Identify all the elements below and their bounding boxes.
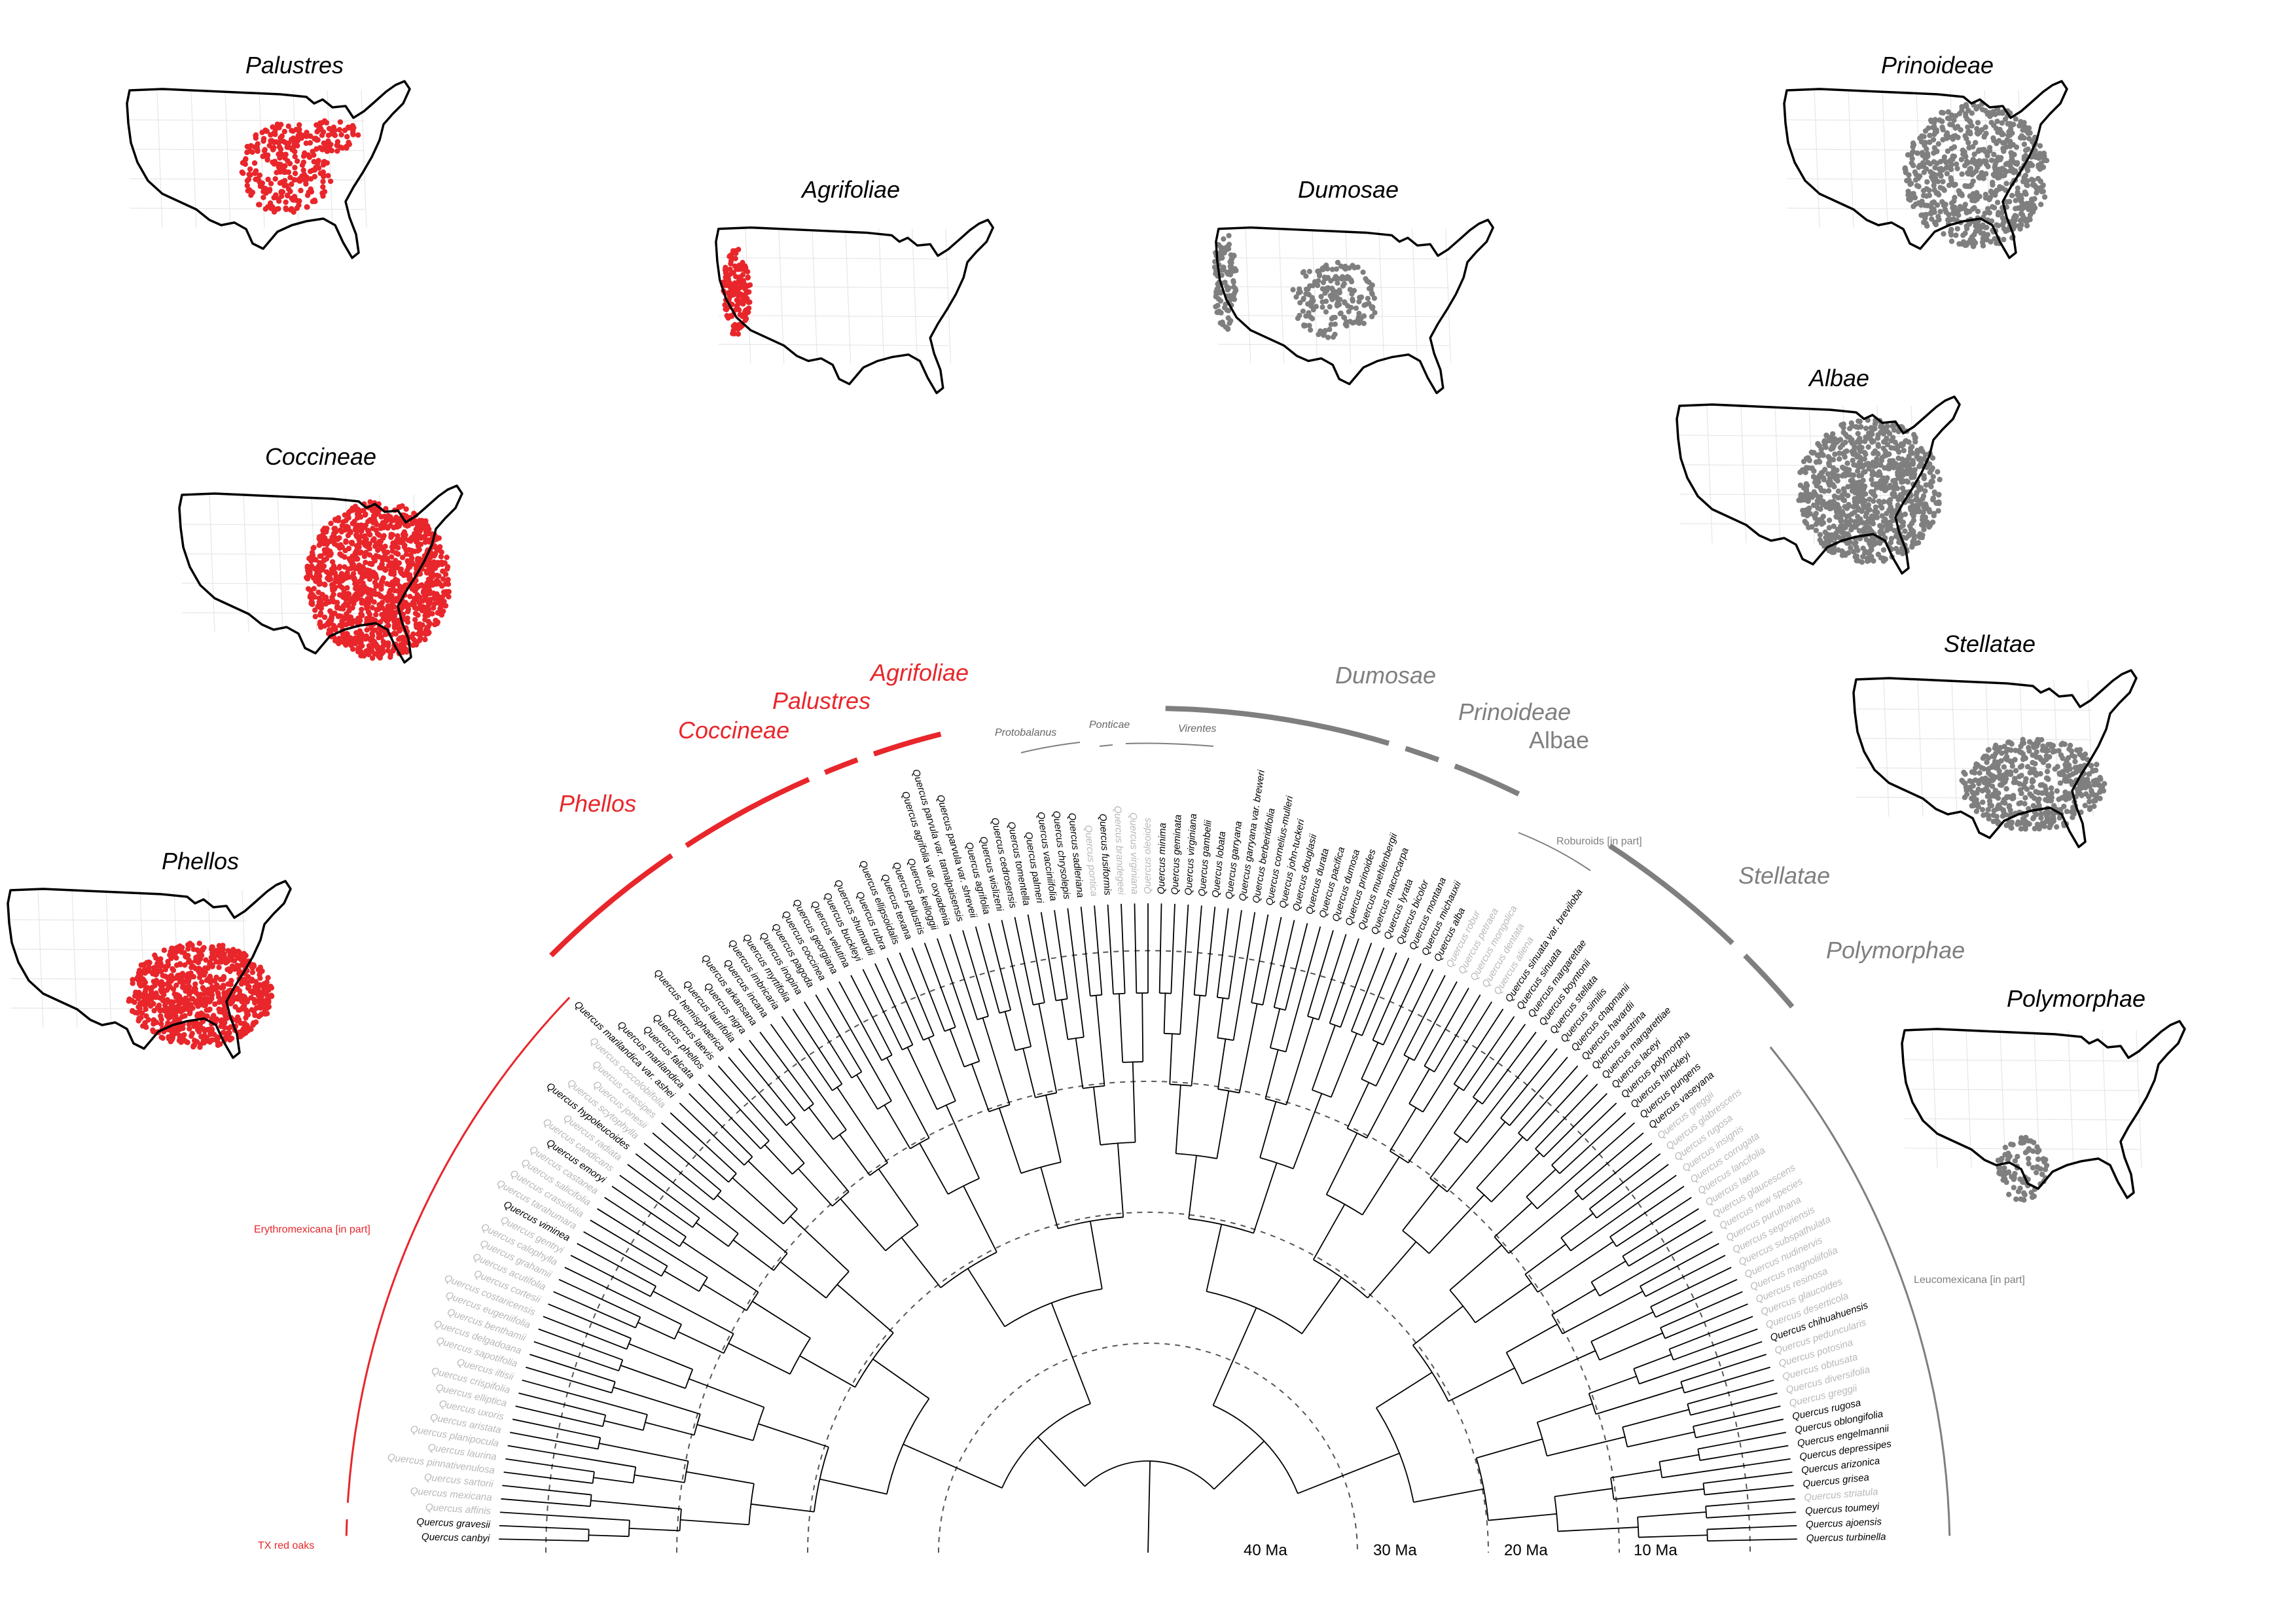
time-ring-1 — [938, 1343, 1358, 1553]
stellatae-arc — [1608, 843, 1734, 945]
roburoids-bracket — [1518, 832, 1591, 871]
tx-red-oaks-arc — [345, 1519, 348, 1536]
tip-label: Quercus canbyi — [422, 1532, 490, 1544]
clade-label-dumosae: Dumosae — [1335, 662, 1436, 689]
tip-label: Quercus fusiformis — [1097, 814, 1113, 896]
map-title-stellatae: Stellatae — [1944, 630, 2036, 657]
map-title-agrifoliae: Agrifoliae — [800, 176, 900, 203]
clade-label-agrifoliae: Agrifoliae — [869, 659, 969, 686]
section-label-ponticae: Ponticae — [1089, 719, 1130, 731]
tip-label: Quercus toumeyi — [1805, 1501, 1880, 1517]
axis-label-40: 40 Ma — [1244, 1542, 1287, 1559]
leucomexicana-arc — [1769, 1046, 1951, 1536]
time-ring-2 — [807, 1212, 1489, 1553]
tip-label: Quercus brandegeei — [1112, 806, 1127, 895]
virentes-bracket — [1125, 742, 1214, 747]
map-title-albae: Albae — [1808, 365, 1869, 391]
agrifoliae-arc — [872, 731, 942, 757]
map-title-dumosae: Dumosae — [1298, 176, 1399, 203]
group-label-erythromexicana: Erythromexicana [in part] — [254, 1224, 370, 1235]
clade-label-prinoideae: Prinoideae — [1458, 698, 1571, 725]
protobalanus-bracket — [1020, 742, 1081, 753]
occurrence-dots-polymorphae — [1995, 1134, 2050, 1203]
axis-label-10: 10 Ma — [1634, 1542, 1677, 1559]
coccineae-arc — [685, 776, 810, 848]
albae-arc — [1454, 763, 1520, 797]
tip-label: Quercus virginiana — [1128, 812, 1141, 894]
map-panel-agrifoliae: Agrifoliae — [715, 176, 994, 395]
erythromexicana-arc — [346, 996, 571, 1503]
ponticae-bracket — [1099, 744, 1113, 747]
clade-label-albae: Albae — [1529, 727, 1589, 753]
clade-arcs — [345, 706, 1951, 1536]
section-label-protobalanus: Protobalanus — [995, 727, 1056, 738]
tip-label: Quercus virginiana — [1183, 814, 1199, 896]
axis-label-30: 30 Ma — [1373, 1542, 1417, 1559]
clade-label-coccineae: Coccineae — [678, 717, 789, 744]
tip-label: Quercus striatula — [1804, 1486, 1878, 1503]
occurrence-dots-palustres — [239, 118, 361, 215]
palustres-arc — [823, 757, 859, 775]
tip-label: Quercus geminata — [1170, 814, 1184, 895]
map-panel-polymorphae: Polymorphae — [1901, 985, 2186, 1203]
tip-label: Quercus turbinella — [1806, 1531, 1886, 1544]
occurrence-dots-agrifoliae — [720, 247, 753, 337]
occurrence-dots-coccineae — [304, 499, 452, 661]
map-panel-phellos: Phellos — [7, 848, 292, 1059]
us-outline — [715, 219, 994, 395]
map-title-prinoideae: Prinoideae — [1881, 52, 1994, 79]
occurrence-dots-stellatae — [1959, 736, 2108, 832]
map-title-palustres: Palustres — [245, 52, 344, 79]
tip-label: Quercus affinis — [425, 1502, 492, 1517]
polymorphae-arc — [1743, 953, 1795, 1009]
occurrence-dots-prinoideae — [1902, 101, 2050, 249]
dumosae-arc — [1165, 706, 1390, 746]
section-label-roburoids: Roburoids [in part] — [1556, 836, 1642, 847]
tip-label: Quercus gravesii — [416, 1517, 491, 1531]
map-panel-coccineae: Coccineae — [178, 443, 463, 664]
map-title-polymorphae: Polymorphae — [2007, 985, 2145, 1012]
prinoideae-arc — [1405, 746, 1440, 763]
occurrence-dots-albae — [1796, 417, 1943, 565]
map-panel-palustres: Palustres — [126, 52, 411, 259]
map-panel-stellatae: Stellatae — [1852, 630, 2138, 848]
map-panel-dumosae: Dumosae — [1211, 176, 1494, 395]
axis-label-20: 20 Ma — [1504, 1542, 1548, 1559]
group-label-tx-red-oaks: TX red oaks — [258, 1540, 314, 1551]
map-title-phellos: Phellos — [162, 848, 239, 875]
clade-label-palustres: Palustres — [772, 687, 870, 714]
occurrence-dots-phellos — [126, 941, 275, 1050]
time-ring-3 — [676, 1081, 1620, 1553]
tip-label: Quercus ajoensis — [1806, 1516, 1882, 1530]
section-label-virentes: Virentes — [1178, 723, 1216, 734]
clade-label-stellatae: Stellatae — [1738, 862, 1830, 889]
clade-label-phellos: Phellos — [559, 790, 636, 817]
tip-label: Quercus oleoides — [1142, 818, 1153, 894]
map-panel-prinoideae: Prinoideae — [1783, 52, 2068, 259]
clade-label-polymorphae: Polymorphae — [1826, 937, 1965, 964]
map-title-coccineae: Coccineae — [265, 443, 376, 470]
group-label-leucomexicana: Leucomexicana [in part] — [1914, 1274, 2025, 1286]
map-panel-albae: Albae — [1676, 365, 1961, 575]
phellos-arc — [549, 853, 673, 958]
tip-label: Quercus minima — [1156, 823, 1168, 895]
us-outline — [126, 80, 411, 259]
